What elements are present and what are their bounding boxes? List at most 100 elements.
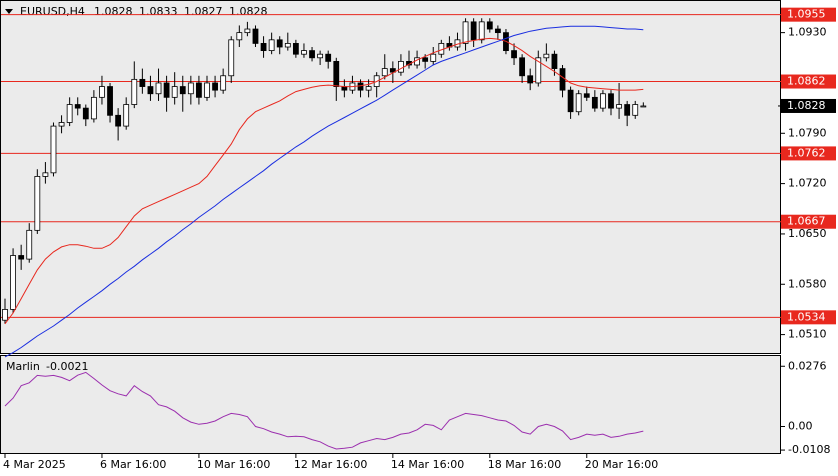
- candle-body: [527, 75, 534, 84]
- indicator-pane: [0, 355, 781, 454]
- candle-body: [10, 255, 16, 310]
- candle-body: [640, 105, 647, 108]
- candle-body: [18, 255, 25, 260]
- candle-body: [600, 93, 606, 109]
- candle-body: [486, 21, 493, 30]
- candle-body: [123, 104, 130, 127]
- candle-body: [494, 28, 501, 34]
- ohlc-low: 1.0827: [184, 5, 223, 18]
- price-pane: [0, 0, 781, 354]
- candle-body: [535, 57, 542, 84]
- moving-average: [4, 37, 644, 325]
- candle-body: [58, 122, 65, 127]
- x-tick-label: 12 Mar 16:00: [294, 458, 367, 471]
- candle-body: [2, 309, 8, 321]
- candle-body: [365, 86, 372, 91]
- candle-body: [90, 96, 97, 120]
- y-tick-label: 0.00: [788, 419, 813, 432]
- ohlc-open: 1.0828: [94, 5, 133, 18]
- candle-body: [333, 60, 340, 87]
- candle-body: [632, 104, 639, 116]
- candle-body: [228, 39, 235, 77]
- candle-body: [42, 172, 49, 177]
- candle-body: [470, 21, 477, 41]
- level-label-box: [781, 74, 836, 89]
- y-tick-label: 0.0276: [788, 359, 827, 372]
- candle-body: [155, 82, 162, 95]
- candle-body: [511, 50, 517, 59]
- candle-body: [99, 86, 105, 98]
- indicator-value: -0.0021: [46, 360, 88, 373]
- candle-body: [575, 93, 582, 113]
- y-tick-label: 1.0930: [788, 26, 827, 39]
- x-tick-label: 18 Mar 16:00: [488, 458, 561, 471]
- candle-body: [26, 229, 33, 260]
- candle-body: [591, 96, 598, 109]
- candle-body: [268, 39, 275, 52]
- candle-body: [236, 32, 243, 41]
- y-tick-label: -0.0108: [788, 443, 830, 456]
- level-label: 1.0762: [787, 146, 826, 159]
- candle-body: [66, 104, 73, 123]
- y-tick-label: 1.0720: [788, 177, 827, 190]
- candle-body: [260, 43, 267, 52]
- y-tick-label: 1.0510: [788, 328, 827, 341]
- indicator-name: Marlin: [6, 360, 40, 373]
- candle-body: [309, 50, 315, 59]
- level-label-box: [781, 146, 836, 161]
- ohlc-close: 1.0828: [229, 5, 268, 18]
- y-tick-label: 1.0650: [788, 227, 827, 240]
- moving-average: [4, 25, 644, 358]
- ohlc-high: 1.0833: [139, 5, 178, 18]
- candle-body: [131, 78, 138, 105]
- x-tick-label: 4 Mar 2025: [3, 458, 66, 471]
- candle-body: [212, 82, 218, 91]
- candle-body: [139, 78, 146, 87]
- candle-body: [325, 53, 332, 62]
- menu-icon: [5, 9, 13, 14]
- candle-body: [567, 89, 574, 113]
- candle-body: [551, 53, 558, 69]
- level-label: 1.0534: [787, 310, 826, 323]
- y-tick-label: 1.0580: [788, 277, 827, 290]
- candle-body: [34, 176, 41, 231]
- price-label: 1.0828: [787, 99, 826, 112]
- candle-body: [462, 21, 469, 44]
- candle-body: [244, 28, 251, 34]
- x-tick-label: 6 Mar 16:00: [100, 458, 166, 471]
- candle-body: [187, 82, 194, 95]
- candle-body: [616, 104, 622, 109]
- candle-body: [543, 53, 550, 59]
- candle-body: [292, 43, 299, 55]
- candle-body: [220, 75, 227, 91]
- level-label: 1.0955: [787, 8, 826, 21]
- candle-body: [624, 104, 631, 116]
- symbol: EURUSD,H4: [20, 5, 85, 18]
- candle-body: [74, 104, 81, 109]
- candle-body: [519, 57, 526, 77]
- level-label: 1.0862: [787, 75, 826, 88]
- candle-body: [204, 82, 210, 98]
- level-label-box: [781, 310, 836, 325]
- candle-body: [147, 86, 154, 95]
- candle-body: [398, 60, 404, 73]
- candle-body: [276, 39, 283, 48]
- candle-body: [252, 28, 259, 44]
- candle-body: [179, 86, 186, 95]
- x-tick-label: 20 Mar 16:00: [585, 458, 658, 471]
- candle-body: [115, 114, 122, 127]
- candle-body: [301, 50, 307, 55]
- candle-body: [50, 125, 57, 174]
- candle-body: [422, 57, 429, 62]
- candle-body: [381, 68, 388, 77]
- indicator-line: [4, 371, 644, 450]
- candle-body: [389, 68, 396, 73]
- price-label-box: [781, 98, 836, 113]
- candle-body: [171, 86, 178, 98]
- candle-body: [107, 86, 113, 116]
- level-label-box: [781, 214, 836, 229]
- candle-body: [317, 53, 324, 59]
- candle-body: [583, 93, 590, 98]
- level-label-box: [781, 7, 836, 22]
